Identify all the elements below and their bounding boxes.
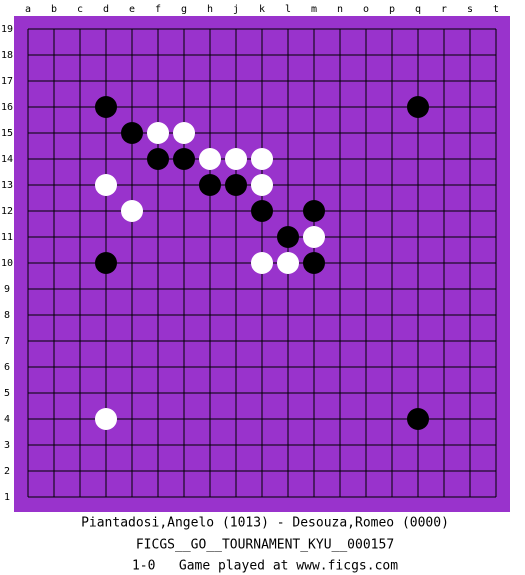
white-stone [225,148,247,170]
row-label: 13 [1,180,13,191]
row-label: 10 [1,258,13,269]
row-label: 11 [1,232,13,243]
result: 1-0 Game played at www.ficgs.com [132,559,398,574]
white-stone [303,226,325,248]
black-stone [303,200,325,222]
row-label: 7 [4,336,10,347]
row-label: 4 [4,414,10,425]
column-label: a [25,4,31,15]
column-label: p [389,4,395,15]
white-stone [95,174,117,196]
row-label: 16 [1,102,13,113]
row-label: 15 [1,128,13,139]
white-stone [173,122,195,144]
white-stone [95,408,117,430]
row-label: 2 [4,466,10,477]
players: Piantadosi,Angelo (1013) - Desouza,Romeo… [81,516,449,531]
column-label: t [493,4,499,15]
black-stone [407,408,429,430]
event: FICGS__GO__TOURNAMENT_KYU__000157 [136,538,394,553]
row-label: 19 [1,24,13,35]
column-label: c [77,4,83,15]
black-stone [95,96,117,118]
stones [95,96,429,430]
black-stone [173,148,195,170]
column-label: s [467,4,473,15]
black-stone [407,96,429,118]
black-stone [199,174,221,196]
black-stone [147,148,169,170]
column-label: k [259,4,265,15]
row-label: 8 [4,310,10,321]
white-stone [121,200,143,222]
column-label: m [311,4,317,15]
black-stone [303,252,325,274]
black-stone [251,200,273,222]
white-stone [251,148,273,170]
white-stone [199,148,221,170]
row-label: 14 [1,154,13,165]
black-stone [121,122,143,144]
row-label: 12 [1,206,13,217]
column-label: b [51,4,57,15]
column-label: h [207,4,213,15]
white-stone [277,252,299,274]
column-label: l [285,4,291,15]
row-label: 9 [4,284,10,295]
column-label: f [155,4,161,15]
column-label: r [441,4,447,15]
black-stone [277,226,299,248]
column-label: e [129,4,135,15]
row-label: 17 [1,76,13,87]
column-label: q [415,4,421,15]
row-label: 5 [4,388,10,399]
coordinates: a b c d e f g h j k l m n o p q r s t191817161514131211109… [1,4,499,503]
column-label: j [233,4,239,15]
row-label: 6 [4,362,10,373]
white-stone [147,122,169,144]
white-stone [251,174,273,196]
black-stone [225,174,247,196]
row-label: 18 [1,50,13,61]
white-stone [251,252,273,274]
black-stone [95,252,117,274]
column-label: n [337,4,343,15]
column-label: d [103,4,109,15]
row-label: 3 [4,440,10,451]
column-label: o [363,4,369,15]
column-label: g [181,4,187,15]
row-label: 1 [4,492,10,503]
